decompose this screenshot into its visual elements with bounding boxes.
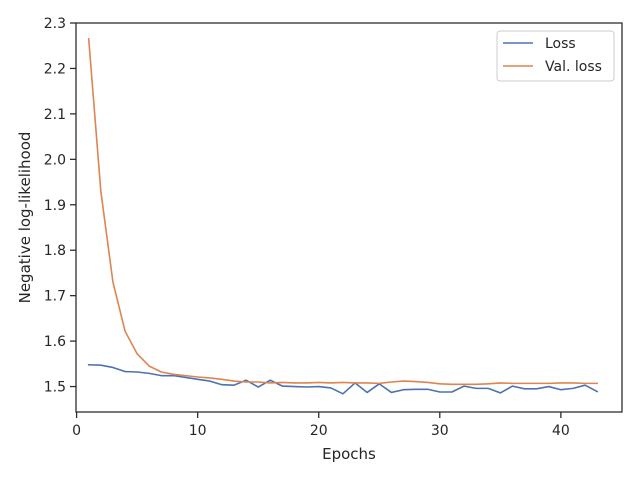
y-tick-label: 2.1	[44, 107, 66, 123]
y-tick-label: 2.2	[44, 61, 66, 77]
y-axis: 1.5 1.6 1.7 1.8 1.9 2.0 2.1 2.2 2.3	[44, 16, 76, 396]
legend-label-val-loss: Val. loss	[545, 59, 602, 75]
y-tick-label: 1.9	[44, 198, 66, 214]
y-tick-label: 1.6	[44, 334, 66, 350]
y-tick-label: 2.0	[44, 152, 66, 168]
x-tick-label: 30	[431, 423, 449, 439]
x-axis-label: Epochs	[322, 445, 376, 463]
legend: Loss Val. loss	[496, 30, 615, 82]
y-tick-label: 1.7	[44, 289, 66, 305]
x-axis: 0 10 20 30 40	[72, 412, 570, 439]
x-tick-label: 0	[72, 423, 81, 439]
x-tick-label: 10	[189, 423, 207, 439]
series-lines	[87, 38, 599, 395]
y-tick-label: 2.3	[44, 16, 66, 32]
y-tick-label: 1.8	[44, 243, 66, 259]
series-line-val-loss	[87, 38, 598, 386]
legend-label-loss: Loss	[545, 36, 576, 52]
x-tick-label: 20	[310, 423, 328, 439]
y-axis-label: Negative log-likelihood	[16, 132, 34, 304]
plot-area	[87, 38, 599, 395]
x-tick-label: 40	[552, 423, 570, 439]
axes-frame	[75, 22, 623, 413]
y-tick-label: 1.5	[44, 380, 66, 396]
series-line-loss	[87, 363, 599, 395]
